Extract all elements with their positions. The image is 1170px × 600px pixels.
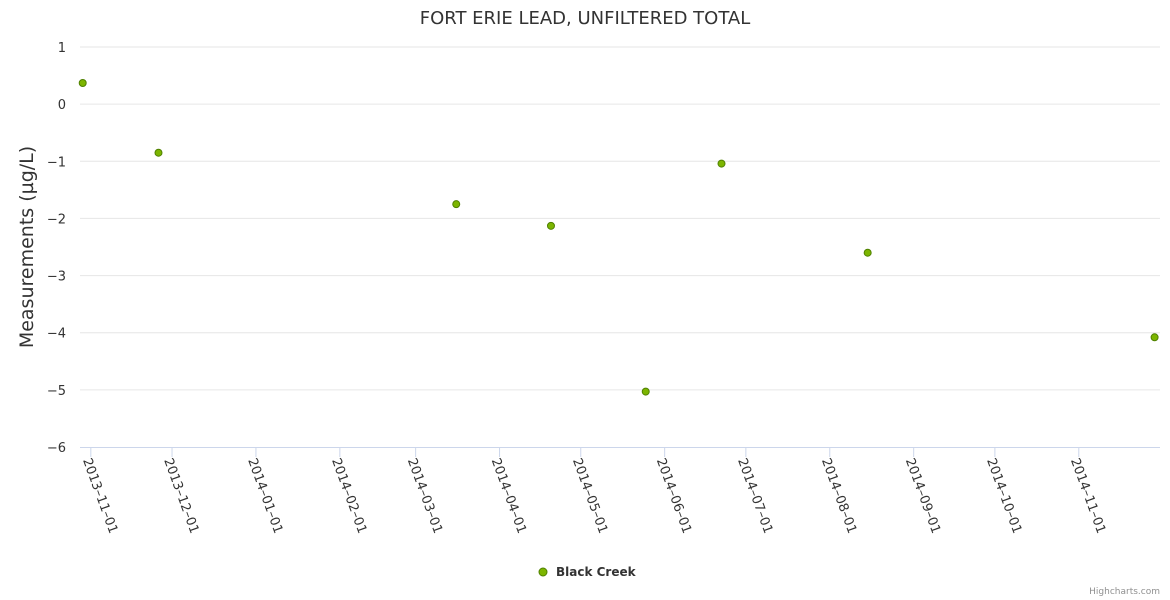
data-point[interactable] [1150, 333, 1159, 342]
legend-marker[interactable] [538, 567, 548, 577]
chart-title: FORT ERIE LEAD, UNFILTERED TOTAL [420, 8, 751, 29]
series-black-creek [78, 79, 1159, 396]
x-tick-label: 2014–05–01 [569, 456, 610, 536]
data-point[interactable] [641, 387, 650, 396]
data-point[interactable] [154, 148, 163, 157]
data-point[interactable] [717, 159, 726, 168]
legend[interactable]: Black Creek [538, 565, 637, 579]
y-tick-label: −6 [47, 441, 66, 456]
x-tick-label: 2014–04–01 [488, 456, 529, 536]
y-tick-label: −4 [47, 327, 66, 342]
credits-link[interactable]: Highcharts.com [1089, 587, 1160, 597]
y-axis-label: Measurements (µg/L) [16, 146, 38, 348]
gridlines [80, 46, 1160, 391]
y-tick-label: −2 [47, 212, 66, 227]
x-tick-label: 2014–09–01 [902, 456, 943, 536]
y-tick-label: 1 [58, 41, 66, 56]
x-tick-label: 2013–11–01 [79, 456, 120, 536]
y-tick-label: 0 [58, 98, 66, 113]
y-tick-label: −1 [47, 155, 66, 170]
x-tick-label: 2013–12–01 [160, 456, 201, 536]
data-point[interactable] [452, 200, 461, 209]
x-tick-label: 2014–07–01 [734, 456, 775, 536]
legend-item-black-creek[interactable]: Black Creek [556, 565, 637, 579]
y-tick-label: −5 [47, 384, 66, 399]
x-tick-label: 2014–03–01 [404, 456, 445, 536]
x-tick-label: 2014–02–01 [328, 456, 369, 536]
x-tick-label: 2014–08–01 [818, 456, 859, 536]
y-axis-ticks: 1 0 −1 −2 −3 −4 −5 −6 [47, 41, 66, 456]
x-tick-label: 2014–06–01 [653, 456, 694, 536]
y-tick-label: −3 [47, 270, 66, 285]
data-point[interactable] [546, 221, 555, 230]
x-tick-label: 2014–01–01 [244, 456, 285, 536]
x-axis: 2013–11–01 2013–12–01 2014–01–01 2014–02–01… [79, 447, 1160, 536]
data-point[interactable] [78, 79, 87, 87]
x-tick-label: 2014–10–01 [983, 456, 1024, 536]
x-tick-label: 2014–11–01 [1067, 456, 1108, 536]
data-point[interactable] [863, 248, 872, 257]
